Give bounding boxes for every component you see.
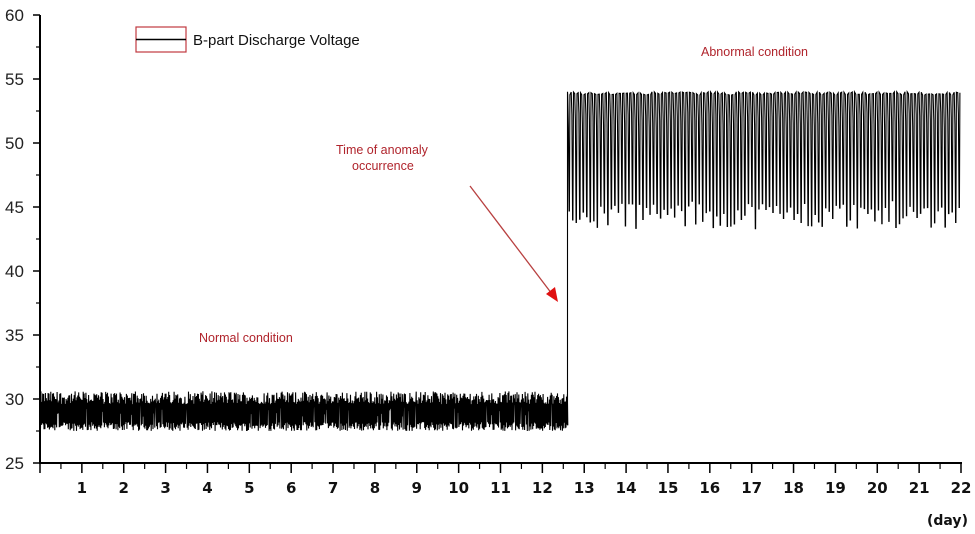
x-tick-label: 17 <box>741 479 762 497</box>
y-axis-ticks: 25 30 35 40 45 50 55 60 <box>5 6 40 473</box>
x-tick-label: 10 <box>448 479 469 497</box>
normal-condition-label: Normal condition <box>199 331 293 345</box>
anomaly-label-line2: occurrence <box>352 159 414 173</box>
x-tick-label: 8 <box>370 479 380 497</box>
y-tick-label: 60 <box>5 6 24 25</box>
x-tick-label: 22 <box>951 479 972 497</box>
y-tick-label: 30 <box>5 390 24 409</box>
x-tick-label: 7 <box>328 479 338 497</box>
x-tick-label: 9 <box>412 479 422 497</box>
y-tick-label: 45 <box>5 198 24 217</box>
x-tick-label: 14 <box>616 479 637 497</box>
x-tick-label: 13 <box>574 479 595 497</box>
y-tick-label: 35 <box>5 326 24 345</box>
y-tick-label: 40 <box>5 262 24 281</box>
x-tick-label: 11 <box>490 479 511 497</box>
x-tick-label: 15 <box>658 479 679 497</box>
x-axis-unit-label: (day) <box>927 513 968 529</box>
x-tick-label: 5 <box>244 479 254 497</box>
x-tick-label: 3 <box>160 479 170 497</box>
anomaly-arrow-icon <box>469 185 558 302</box>
x-tick-label: 4 <box>202 479 212 497</box>
x-tick-label: 16 <box>699 479 720 497</box>
x-tick-label: 18 <box>783 479 804 497</box>
legend: B-part Discharge Voltage <box>135 26 360 53</box>
x-tick-label: 2 <box>119 479 129 497</box>
voltage-series-line <box>39 89 961 432</box>
x-tick-label: 21 <box>909 479 930 497</box>
x-tick-label: 6 <box>286 479 296 497</box>
x-tick-label: 20 <box>867 479 888 497</box>
anomaly-label-line1: Time of anomaly <box>336 143 429 157</box>
x-tick-label: 12 <box>532 479 553 497</box>
x-axis-ticks: 1 2 3 4 5 6 7 8 9 10 11 12 13 14 15 16 17 18 19 20 21 22 <box>39 463 972 497</box>
abnormal-condition-label: Abnormal condition <box>701 45 808 59</box>
y-tick-label: 25 <box>5 454 24 473</box>
y-tick-label: 55 <box>5 70 24 89</box>
legend-label: B-part Discharge Voltage <box>193 32 360 49</box>
x-tick-label: 19 <box>825 479 846 497</box>
y-tick-label: 50 <box>5 134 24 153</box>
x-tick-label: 1 <box>77 479 87 497</box>
